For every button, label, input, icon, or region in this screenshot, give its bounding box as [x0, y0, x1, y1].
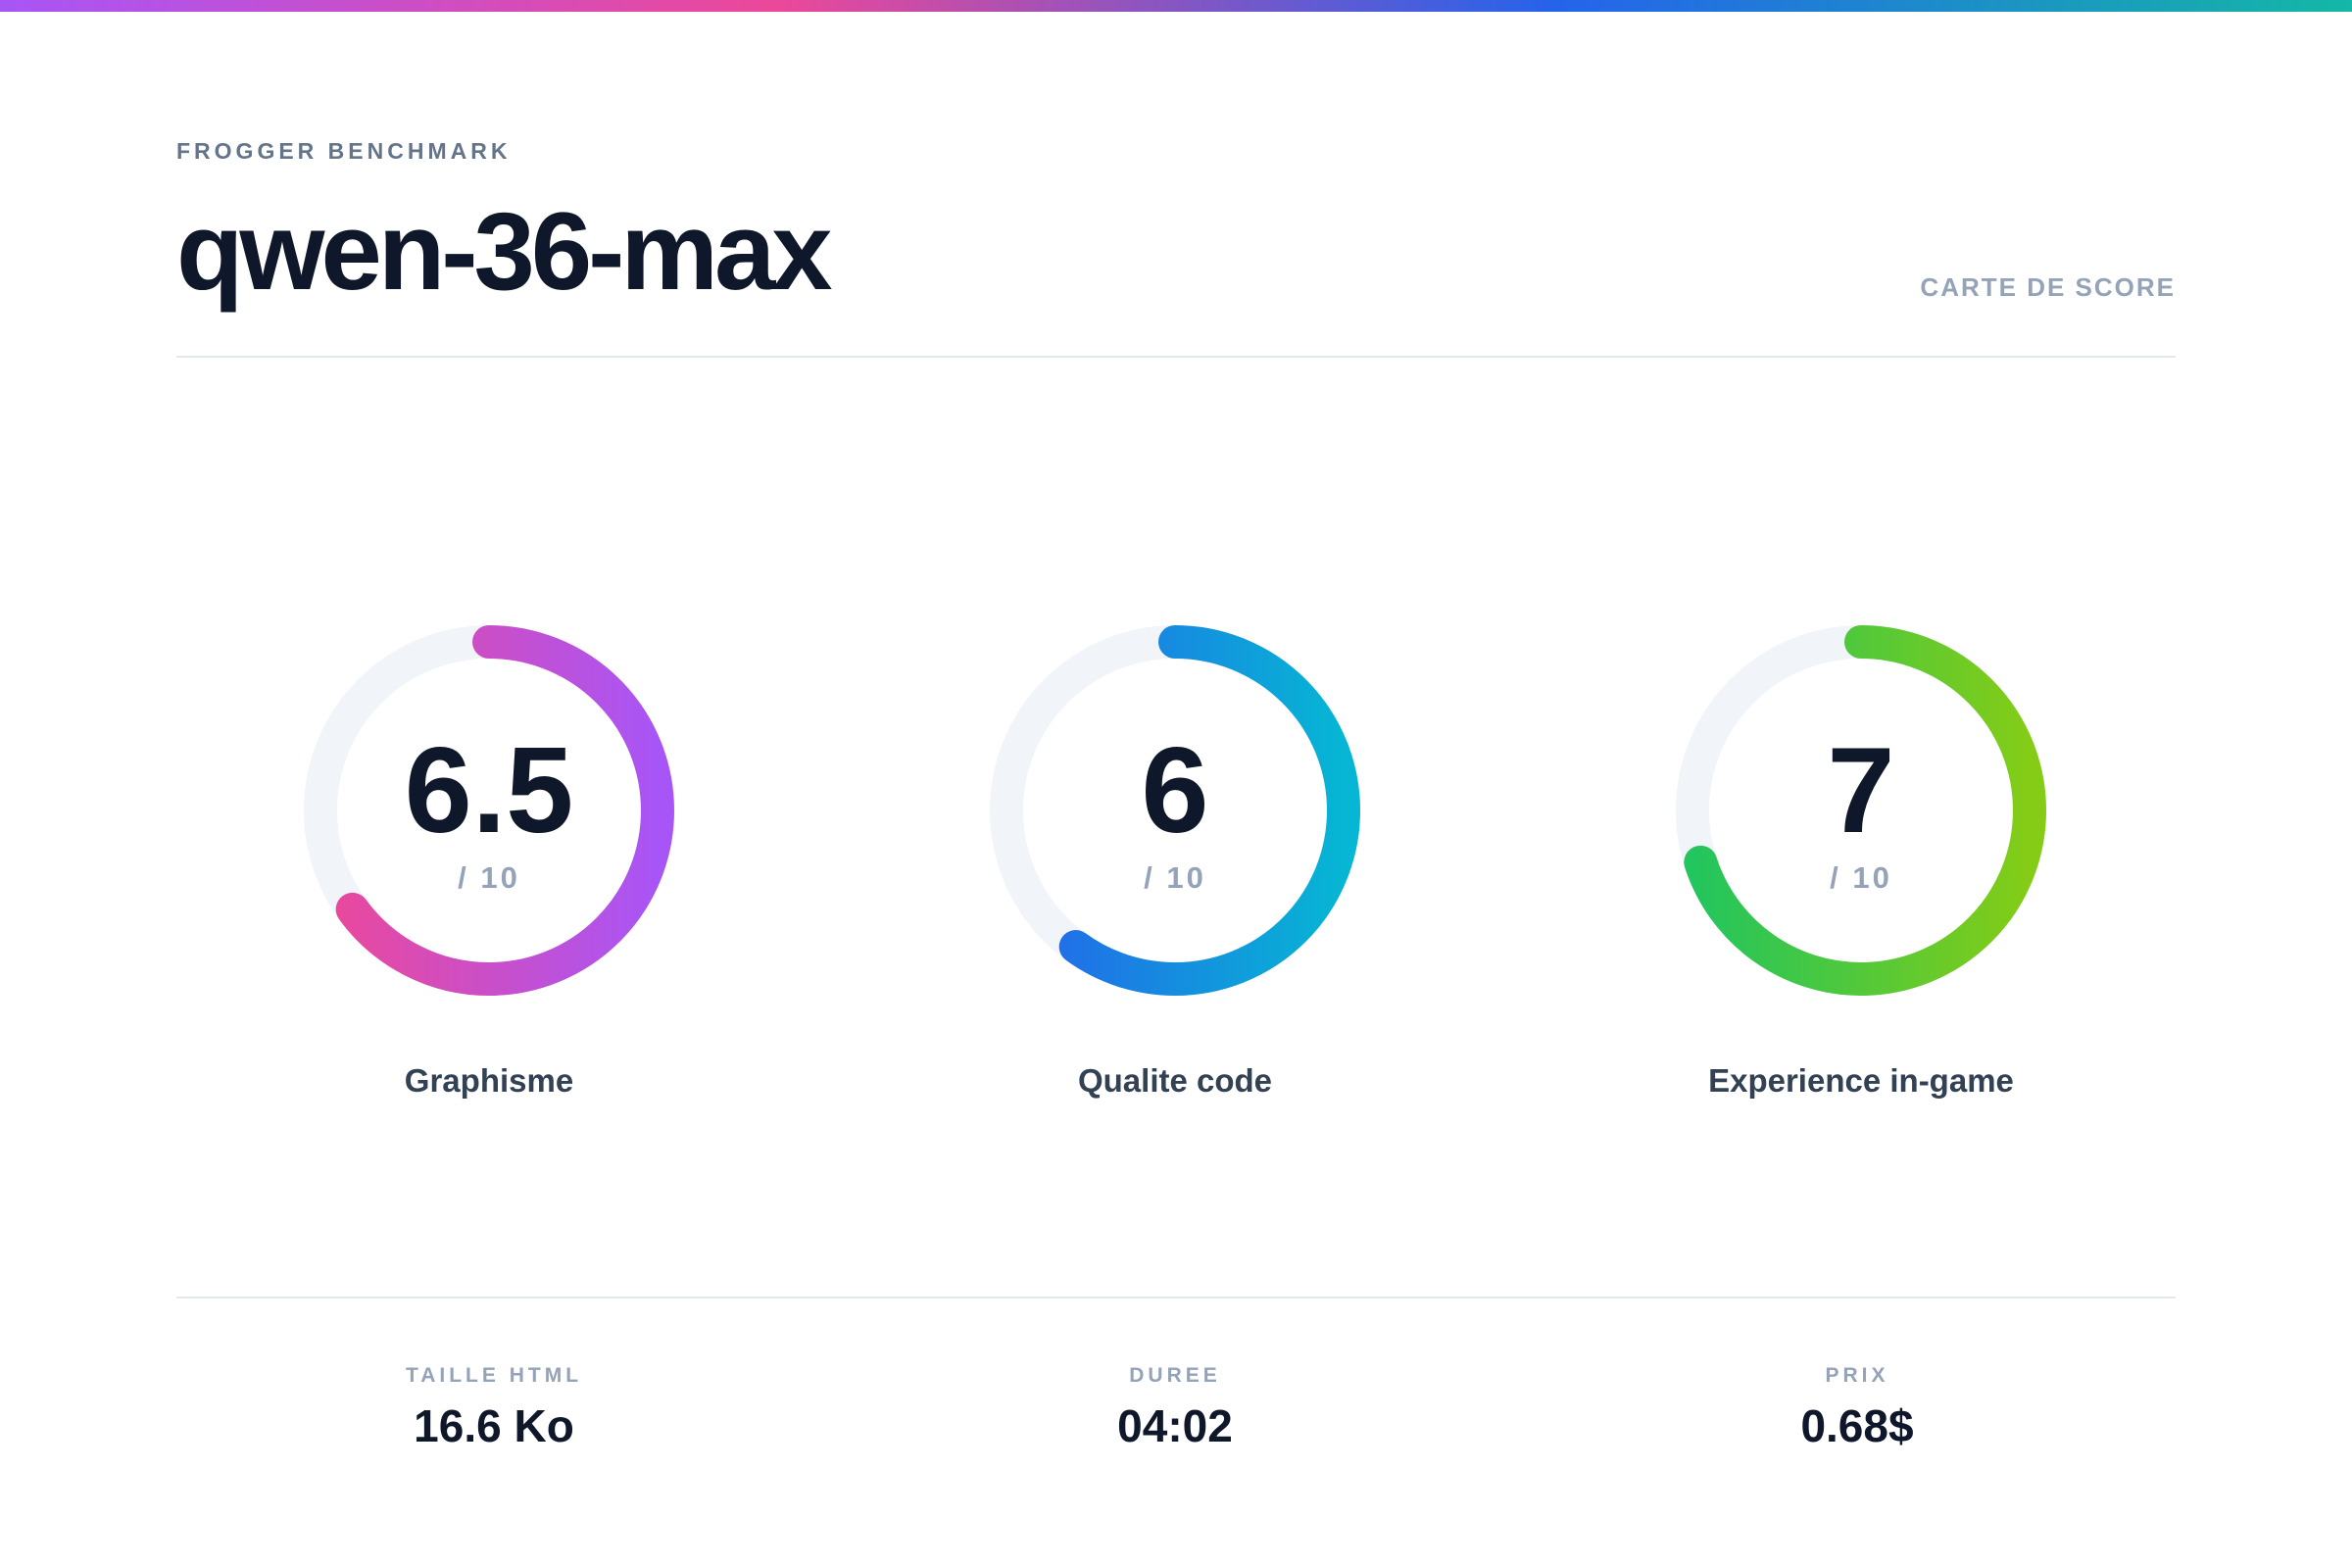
score-scale: / 10 — [1830, 860, 1892, 895]
tag: CARTE DE SCORE — [1920, 272, 2176, 302]
gauge-arc — [990, 625, 1360, 996]
eyebrow: FROGGER BENCHMARK — [176, 138, 511, 164]
gauge-arc — [304, 625, 674, 996]
score-scale: / 10 — [1144, 860, 1206, 895]
stat-value: 16.6 Ko — [414, 1400, 574, 1451]
title: qwen-36-max — [176, 190, 832, 313]
score-label: Qualite code — [1078, 1062, 1272, 1099]
gauge-arc — [1676, 625, 2046, 996]
score-label: Experience in-game — [1708, 1062, 2014, 1099]
stat-label: TAILLE HTML — [406, 1364, 582, 1387]
score-label: Graphisme — [405, 1062, 573, 1099]
score-scale: / 10 — [458, 860, 520, 895]
stat-label: PRIX — [1825, 1364, 1888, 1387]
stat-label: DUREE — [1129, 1364, 1221, 1387]
score-value: 7 — [1828, 723, 1895, 858]
stat-value: 0.68$ — [1800, 1400, 1913, 1451]
score-value: 6 — [1142, 723, 1209, 858]
top-bar — [0, 0, 2352, 12]
score-value: 6.5 — [405, 723, 573, 858]
stat-value: 04:02 — [1117, 1400, 1233, 1451]
